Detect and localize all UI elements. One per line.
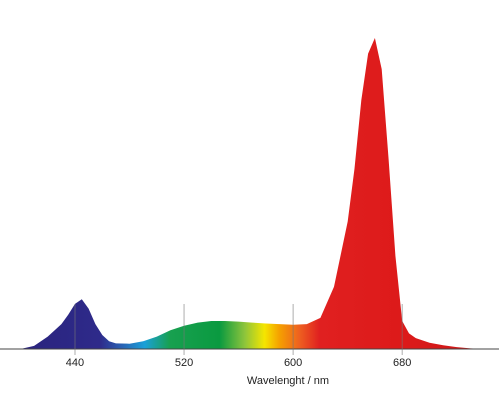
- x-tick-label: 520: [175, 357, 193, 369]
- x-tick-label: 600: [284, 357, 302, 369]
- x-axis-label: Wavelenght / nm: [247, 375, 329, 387]
- x-tick-label: 680: [393, 357, 411, 369]
- spectrum-area: [20, 38, 485, 349]
- x-tick-label: 440: [66, 357, 84, 369]
